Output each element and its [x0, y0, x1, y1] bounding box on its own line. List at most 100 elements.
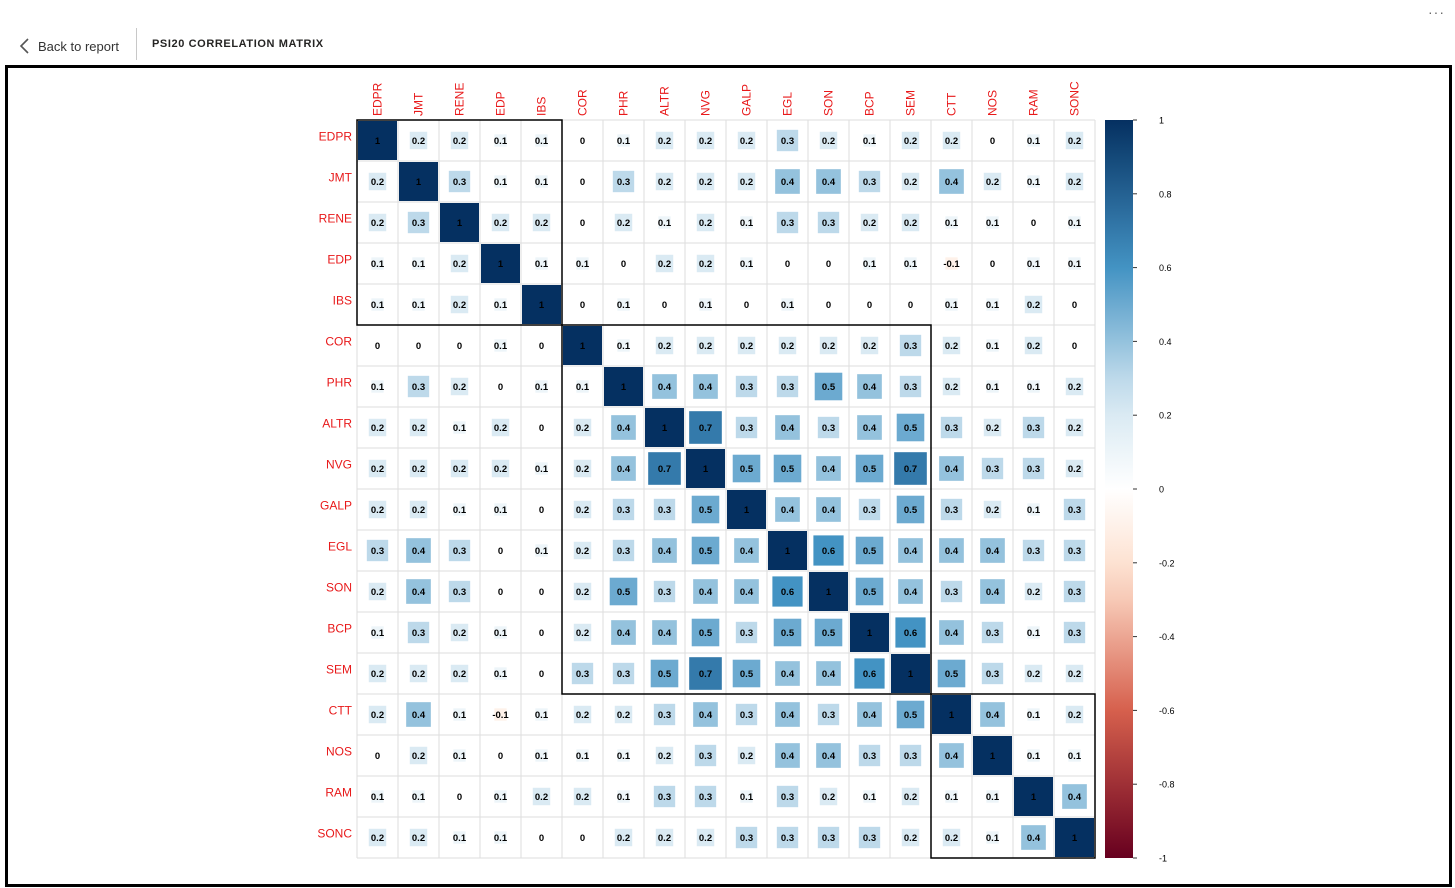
correlation-cell	[573, 459, 592, 478]
correlation-value: 0.6	[904, 628, 917, 639]
correlation-value: 0.2	[658, 341, 671, 352]
correlation-value: 0.2	[699, 833, 712, 844]
correlation-cell	[450, 623, 469, 642]
correlation-value: 0.4	[1027, 833, 1041, 844]
correlation-value: 0.1	[453, 710, 467, 721]
correlation-value: 0.3	[412, 382, 425, 393]
correlation-cell	[814, 372, 843, 401]
column-label: EDP	[494, 91, 508, 116]
correlation-value: 0	[580, 833, 585, 844]
correlation-cell	[535, 175, 548, 188]
more-options-icon[interactable]: ···	[1428, 4, 1445, 20]
correlation-cell	[450, 254, 469, 273]
correlation-cell	[1065, 172, 1084, 191]
correlation-cell	[986, 339, 999, 352]
correlation-cell	[368, 172, 387, 191]
correlation-cell	[942, 377, 961, 396]
correlation-value: 0.2	[1068, 464, 1081, 475]
correlation-cell	[694, 785, 717, 808]
correlation-value: 0.3	[781, 833, 794, 844]
correlation-value: 1	[785, 546, 791, 557]
correlation-cell	[857, 702, 882, 727]
correlation-cell	[440, 203, 479, 242]
correlation-cell	[614, 213, 633, 232]
correlation-cell	[450, 295, 469, 314]
correlation-cell	[368, 664, 387, 683]
correlation-value: 0	[457, 341, 462, 352]
correlation-value: 0.3	[1068, 628, 1081, 639]
correlation-cell	[942, 828, 961, 847]
correlation-value: 0.7	[699, 669, 712, 680]
correlation-cell	[1063, 580, 1086, 603]
correlation-cell	[1022, 539, 1045, 562]
correlation-value: 0.3	[986, 628, 999, 639]
correlation-cell	[775, 743, 800, 768]
correlation-cell	[1063, 621, 1086, 644]
correlation-cell	[696, 336, 715, 355]
correlation-value: 0.2	[453, 382, 466, 393]
correlation-value: 0.2	[453, 300, 466, 311]
correlation-cell	[773, 454, 802, 483]
correlation-value: 0.1	[535, 710, 549, 721]
correlation-value: 0.3	[453, 587, 466, 598]
correlation-value: 0.2	[535, 792, 548, 803]
column-label: IBS	[535, 97, 549, 116]
correlation-cell	[409, 459, 428, 478]
correlation-value: 0.1	[986, 833, 1000, 844]
column-label: NVG	[699, 90, 713, 116]
correlation-cell	[691, 536, 720, 565]
correlation-value: 1	[539, 300, 545, 311]
correlation-cell	[453, 708, 466, 721]
correlation-value: 0	[580, 218, 585, 229]
correlation-value: 0.2	[371, 423, 384, 434]
correlation-value: 1	[867, 628, 873, 639]
correlation-cell	[816, 497, 841, 522]
correlation-value: 0.3	[1027, 423, 1040, 434]
correlation-cell	[814, 618, 843, 647]
correlation-value: 0.2	[494, 218, 507, 229]
correlation-value: 0.2	[453, 259, 466, 270]
correlation-cell	[1065, 131, 1084, 150]
correlation-value: 0.1	[1027, 382, 1041, 393]
correlation-value: 0.3	[453, 546, 466, 557]
correlation-value: 0.3	[658, 505, 671, 516]
correlation-value: 0	[1031, 218, 1036, 229]
correlation-cell	[775, 661, 800, 686]
row-label: EGL	[328, 540, 352, 554]
correlation-cell	[737, 131, 756, 150]
correlation-value: 0.1	[535, 546, 549, 557]
correlation-value: 0.2	[576, 710, 589, 721]
correlation-cell	[576, 749, 589, 762]
correlation-cell	[481, 244, 520, 283]
correlation-value: 0.1	[535, 464, 549, 475]
correlation-cell	[986, 790, 999, 803]
back-to-report-button[interactable]: Back to report	[18, 34, 119, 58]
correlation-cell	[653, 580, 676, 603]
correlation-value: 0.3	[863, 833, 876, 844]
correlation-cell	[937, 659, 966, 688]
colorbar-tick-label: -0.8	[1159, 780, 1175, 790]
colorbar-tick-label: 0	[1159, 485, 1164, 495]
correlation-value: 1	[908, 669, 914, 680]
correlation-cell	[863, 134, 876, 147]
correlation-value: 0.1	[863, 792, 877, 803]
correlation-cell	[860, 213, 879, 232]
correlation-value: 0	[498, 587, 503, 598]
correlation-cell	[904, 257, 917, 270]
correlation-cell	[576, 380, 589, 393]
correlation-cell	[1022, 457, 1045, 480]
correlation-value: 0.5	[699, 505, 713, 516]
correlation-value: 0.1	[986, 341, 1000, 352]
correlation-value: 0.2	[617, 833, 630, 844]
correlation-value: 1	[703, 464, 709, 475]
correlation-value: 0	[498, 751, 503, 762]
row-label: SONC	[317, 827, 352, 841]
correlation-cell	[1068, 257, 1081, 270]
correlation-value: 0.1	[453, 505, 467, 516]
correlation-value: 0.2	[1068, 382, 1081, 393]
correlation-cell	[896, 413, 925, 442]
correlation-value: 0.2	[822, 792, 835, 803]
correlation-cell	[981, 621, 1004, 644]
correlation-value: 0.4	[658, 382, 672, 393]
correlation-cell	[696, 254, 715, 273]
